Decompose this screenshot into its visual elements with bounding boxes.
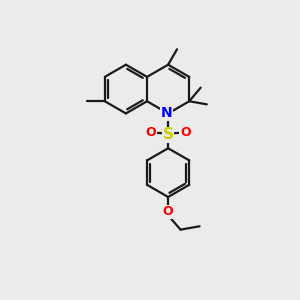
Text: S: S [163,127,174,142]
Text: O: O [163,206,173,218]
Text: O: O [180,126,191,139]
Text: N: N [161,106,172,120]
Text: O: O [146,126,156,139]
